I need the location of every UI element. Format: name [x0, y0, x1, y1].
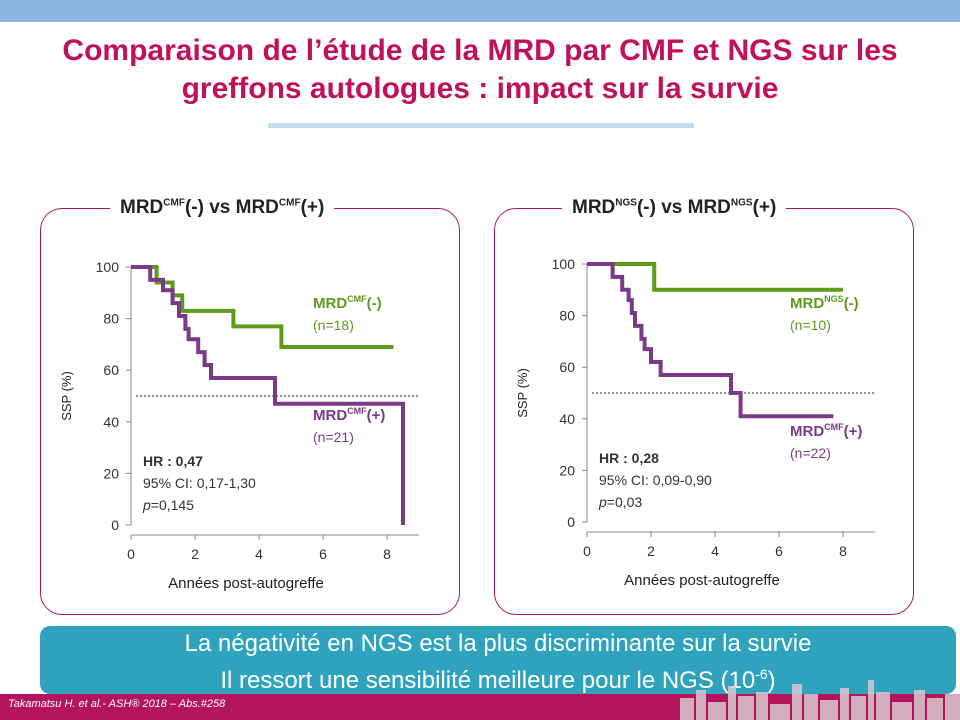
x-tick-label: 0	[583, 543, 591, 559]
y-tick-label: 60	[103, 362, 119, 378]
survival-curve-negative	[587, 262, 843, 292]
title-underline	[268, 123, 694, 128]
city-skyline-image	[680, 680, 960, 720]
x-tick-label: 6	[775, 543, 783, 559]
survival-curve-positive	[131, 265, 405, 525]
y-tick-label: 20	[559, 462, 575, 478]
y-tick-label: 100	[96, 259, 120, 275]
x-tick-label: 4	[255, 546, 263, 562]
y-axis-label: SSP (%)	[515, 368, 530, 418]
p-value: p=0,03	[598, 494, 642, 510]
x-tick-label: 6	[319, 546, 327, 562]
legend-count: (n=22)	[790, 445, 831, 461]
x-tick-label: 2	[191, 546, 199, 562]
slide-title-line-2: greffons autologues : impact sur la surv…	[181, 72, 779, 105]
slide-title-line-1: Comparaison de l’étude de la MRD par CMF…	[62, 34, 898, 67]
slide-title: Comparaison de l’étude de la MRD par CMF…	[0, 32, 960, 108]
right-km-chart: 0 20 40 60 80 100 0 2 4 6 8 Années post-autogreffe S…	[515, 256, 875, 589]
x-tick-label: 8	[383, 546, 391, 562]
conclusion-line-1: La négativité en NGS est la plus discrim…	[184, 630, 812, 657]
x-tick-label: 4	[711, 543, 719, 559]
confidence-interval: 95% CI: 0,17-1,30	[143, 475, 256, 491]
legend-label: MRDCMF(+)	[313, 406, 385, 424]
legend-count: (n=18)	[313, 317, 354, 333]
left-panel-heading: MRDCMF(-) vs MRDCMF(+)	[110, 197, 335, 219]
right-chart-panel	[494, 208, 914, 615]
y-tick-label: 80	[103, 311, 119, 327]
hazard-ratio: HR : 0,28	[599, 450, 659, 466]
x-axis-label: Années post-autogreffe	[168, 575, 324, 592]
y-tick-label: 100	[552, 256, 576, 272]
legend-label: MRDNGS(-)	[790, 294, 859, 312]
left-km-chart: 0 20 40 60 80 100 0 2 4 6 8 Années post-autogreffe S…	[59, 259, 419, 592]
left-chart-panel	[40, 208, 460, 615]
survival-curve-negative	[131, 265, 394, 349]
y-tick-label: 0	[111, 517, 119, 533]
y-tick-label: 80	[559, 308, 575, 324]
legend-label: MRDCMF(+)	[790, 422, 862, 440]
y-tick-label: 40	[559, 411, 575, 427]
legend-count: (n=21)	[313, 429, 354, 445]
p-value: p=0,145	[142, 497, 194, 513]
x-axis-label: Années post-autogreffe	[624, 572, 780, 589]
top-accent-bar	[0, 0, 960, 22]
confidence-interval: 95% CI: 0,09-0,90	[599, 472, 712, 488]
legend-count: (n=10)	[790, 317, 831, 333]
x-tick-label: 2	[647, 543, 655, 559]
right-panel-heading: MRDNGS(-) vs MRDNGS(+)	[562, 197, 787, 219]
x-tick-label: 0	[127, 546, 135, 562]
y-tick-label: 40	[103, 414, 119, 430]
y-tick-label: 0	[567, 514, 575, 530]
hazard-ratio: HR : 0,47	[143, 453, 203, 469]
conclusion-line-2: Il ressort une sensibilité meilleure pou…	[220, 666, 776, 694]
citation-text: Takamatsu H. et al.- ASH® 2018 – Abs.#25…	[8, 698, 226, 710]
y-tick-label: 60	[559, 359, 575, 375]
x-tick-label: 8	[839, 543, 847, 559]
conclusion-banner: La négativité en NGS est la plus discrim…	[40, 626, 956, 694]
survival-curve-positive	[587, 262, 834, 419]
y-tick-label: 20	[103, 465, 119, 481]
legend-label: MRDCMF(-)	[313, 294, 382, 312]
y-axis-label: SSP (%)	[59, 371, 74, 421]
